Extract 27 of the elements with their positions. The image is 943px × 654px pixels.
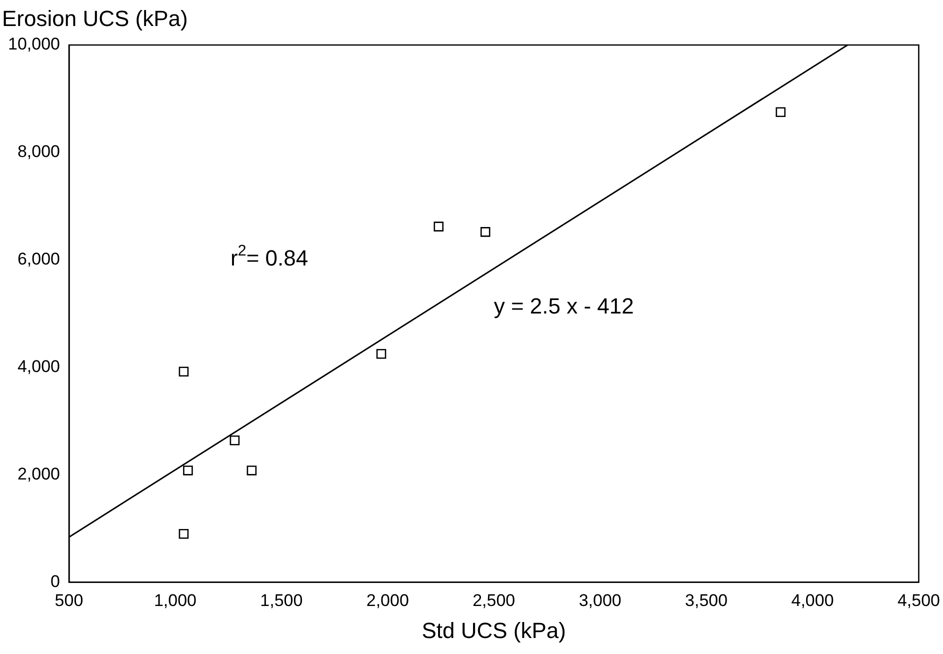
x-tick-label: 1,000 xyxy=(154,591,196,610)
y-tick-label: 0 xyxy=(50,572,60,591)
y-tick-label: 2,000 xyxy=(17,464,60,484)
point xyxy=(183,466,193,476)
point xyxy=(480,227,490,237)
x-tick-label: 500 xyxy=(54,591,84,610)
x-tick-label: 1,500 xyxy=(260,591,303,610)
point xyxy=(230,435,240,446)
y-axis-title: Erosion UCS (kPa) xyxy=(2,6,188,31)
point xyxy=(776,107,786,118)
point xyxy=(246,466,257,476)
x-tick-label: 2,000 xyxy=(366,591,409,610)
point xyxy=(434,222,444,232)
x-axis-title: Std UCS (kPa) xyxy=(422,618,566,643)
point xyxy=(178,366,189,377)
y-tick-label: 10,000 xyxy=(8,34,60,54)
y-tick-label: 8,000 xyxy=(17,142,60,162)
x-tick-label: 3,000 xyxy=(578,591,622,610)
x-tick-label: 3,500 xyxy=(685,591,728,610)
y-tick-label: 4,000 xyxy=(17,357,60,376)
annotation: y = 2.5 x - 412 xyxy=(494,294,634,319)
point xyxy=(178,528,189,539)
x-tick-label: 4,000 xyxy=(791,591,834,610)
x-tick-label: 2,500 xyxy=(472,591,516,610)
x-tick-label: 4,500 xyxy=(897,591,940,610)
y-tick-label: 6,000 xyxy=(17,250,60,269)
point xyxy=(376,349,386,359)
